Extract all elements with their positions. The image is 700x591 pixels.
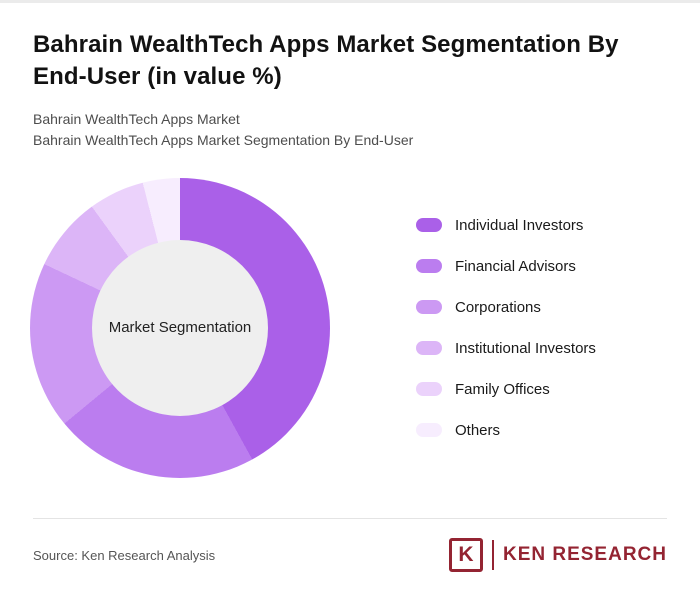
legend-label-individual-investors: Individual Investors [455,216,584,234]
legend-swatch-corporations [416,300,442,315]
ken-research-logo: K KEN RESEARCH [448,538,667,572]
logo-divider [491,540,494,570]
chart-legend: Individual Investors Financial Advisors Co… [416,217,596,439]
legend-swatch-financial-advisors [416,259,442,274]
legend-item-corporations: Corporations [416,299,596,316]
legend-label-family-offices: Family Offices [455,380,550,398]
donut-hole: Market Segmentation [92,239,268,416]
legend-label-corporations: Corporations [455,298,541,316]
chart-subtitle-market: Bahrain WealthTech Apps Market [33,111,240,128]
window-top-edge [0,0,700,3]
footer-divider [33,518,667,519]
legend-item-financial-advisors: Financial Advisors [416,258,596,275]
legend-swatch-institutional-investors [416,341,442,356]
legend-label-institutional-investors: Institutional Investors [455,339,596,357]
chart-subtitles: Bahrain WealthTech Apps Market Bahrain W… [33,109,667,150]
legend-item-individual-investors: Individual Investors [416,217,596,234]
legend-item-others: Others [416,422,596,439]
chart-subtitle-segmentation: Bahrain WealthTech Apps Market Segmentat… [33,131,414,148]
legend-label-financial-advisors: Financial Advisors [455,257,576,275]
donut-chart: Market Segmentation [30,177,330,478]
legend-swatch-individual-investors [416,218,442,233]
source-attribution: Source: Ken Research Analysis [33,547,216,563]
legend-swatch-family-offices [416,382,442,397]
legend-item-institutional-investors: Institutional Investors [416,340,596,357]
legend-item-family-offices: Family Offices [416,381,596,398]
donut-center-label: Market Segmentation [108,319,252,337]
page-title: Bahrain WealthTech Apps Market Segmentat… [33,31,619,90]
ken-research-logo-mark-icon: K [448,538,483,572]
legend-label-others: Others [455,421,501,439]
ken-research-wordmark: KEN RESEARCH [502,544,667,565]
header: Bahrain WealthTech Apps Market Segmentat… [0,3,700,150]
footer: Source: Ken Research Analysis K KEN RESE… [0,518,700,591]
chart-area: Market Segmentation Individual Investors… [0,177,700,478]
legend-swatch-others [416,423,442,438]
